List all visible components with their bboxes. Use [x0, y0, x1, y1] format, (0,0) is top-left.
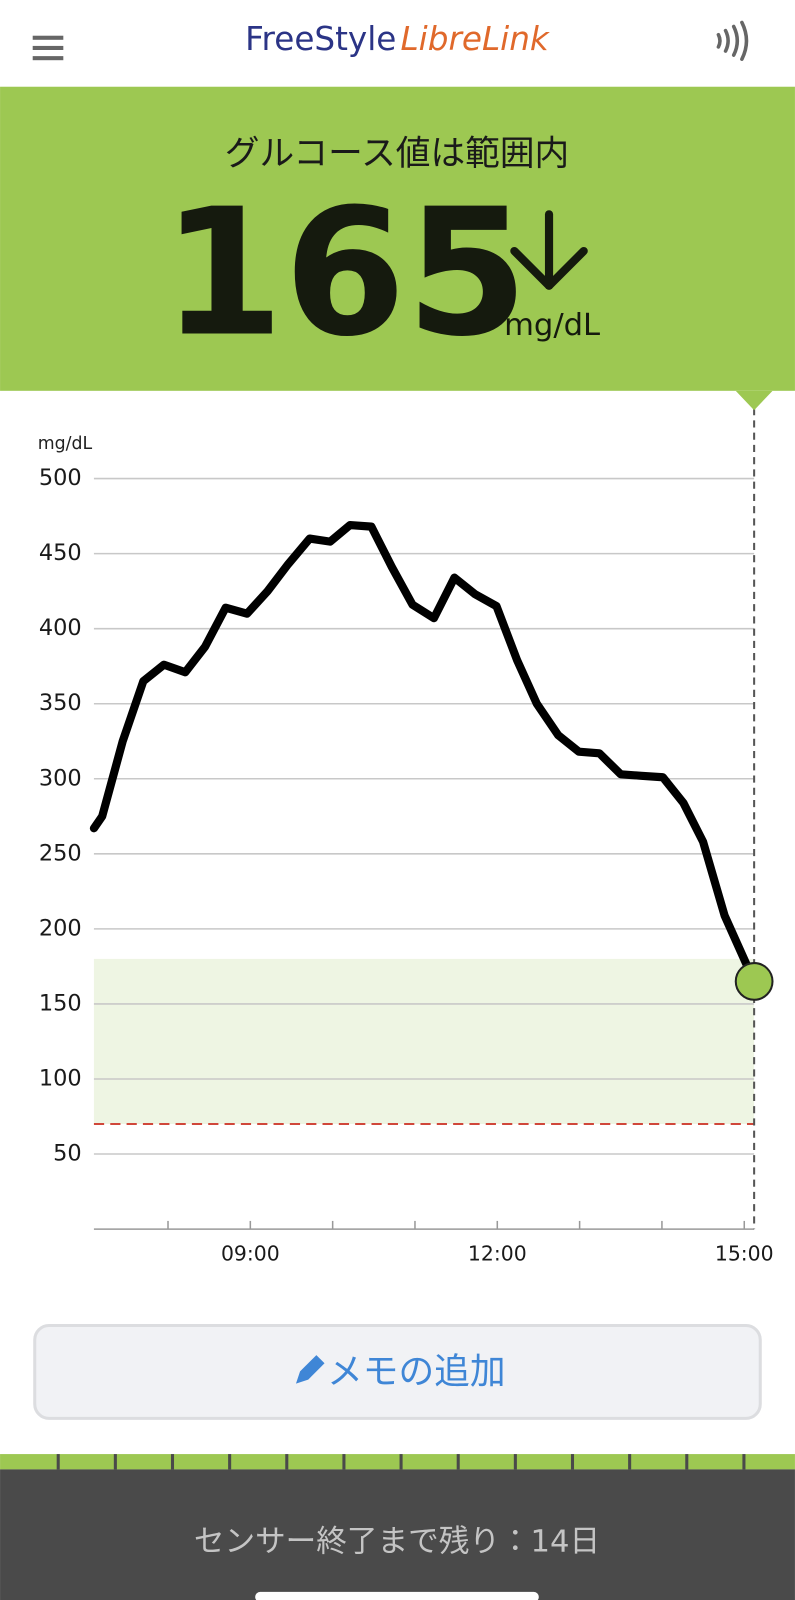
menu-bar	[32, 56, 64, 61]
segment-divider	[628, 1454, 632, 1470]
sensor-progress	[0, 1454, 795, 1470]
segment-divider	[570, 1454, 575, 1470]
y-tick-label: 150	[39, 990, 82, 1016]
menu-bar	[32, 35, 64, 40]
glucose-chart: mg/dL 50 100 150 200 250 300 350 400 450 500 09:00…	[38, 390, 774, 1266]
y-tick-label: 450	[39, 540, 82, 566]
segment-divider	[56, 1454, 60, 1470]
sensor-segments	[56, 1454, 746, 1470]
sensor-remaining: センサー終了まで残り：14日	[194, 1524, 600, 1559]
status-banner	[0, 86, 795, 391]
glucose-line	[89, 521, 759, 986]
header	[0, 0, 795, 87]
arrow-head	[510, 246, 588, 290]
trend-arrow	[510, 210, 588, 290]
segment-divider	[228, 1454, 232, 1470]
y-tick-label: 50	[53, 1141, 82, 1167]
segment-divider	[399, 1454, 403, 1470]
y-tick-label: 400	[39, 615, 82, 641]
x-tick-label: 12:00	[468, 1242, 527, 1266]
menu-button[interactable]	[32, 35, 64, 61]
scan-wave	[723, 28, 730, 53]
segment-divider	[513, 1454, 517, 1470]
segment-divider	[113, 1454, 117, 1470]
logo-first: FreeStyle	[245, 20, 396, 58]
pencil-icon	[295, 1355, 325, 1384]
segment-divider	[285, 1454, 289, 1470]
current-reading	[734, 962, 774, 1001]
logo-second: LibreLink	[400, 20, 549, 58]
memo-button-box	[33, 1323, 762, 1420]
menu-bar	[32, 45, 64, 50]
footer	[0, 1469, 795, 1600]
glucose-value: 165	[162, 172, 528, 376]
x-tick-label: 09:00	[221, 1242, 280, 1266]
glucose-unit: mg/dL	[504, 308, 600, 343]
scan-wave	[731, 24, 740, 57]
scan-button[interactable]	[716, 20, 749, 61]
y-tick-label: 350	[39, 690, 82, 716]
status-text: グルコース値は範囲内	[225, 134, 569, 174]
segment-divider	[170, 1454, 175, 1470]
y-tick-label: 100	[39, 1065, 82, 1091]
segment-divider	[342, 1454, 346, 1470]
y-tick-label: 500	[39, 465, 82, 491]
home-indicator	[255, 1591, 539, 1600]
scan-wave	[716, 32, 722, 49]
segment-divider	[742, 1454, 746, 1470]
current-pointer	[735, 390, 773, 411]
memo-button-label: メモの追加	[327, 1351, 506, 1392]
x-tick-label: 15:00	[715, 1242, 774, 1266]
y-axis-label: mg/dL	[38, 434, 93, 454]
segment-divider	[685, 1454, 689, 1470]
y-tick-label: 250	[39, 840, 82, 866]
scan-wave	[740, 20, 749, 61]
segment-divider	[456, 1454, 460, 1470]
app-logo: FreeStyle LibreLink	[245, 20, 550, 58]
y-tick-label: 200	[39, 915, 82, 941]
y-tick-label: 300	[39, 765, 82, 791]
memo-button[interactable]: メモの追加	[33, 1323, 762, 1420]
target-range	[93, 958, 755, 1125]
